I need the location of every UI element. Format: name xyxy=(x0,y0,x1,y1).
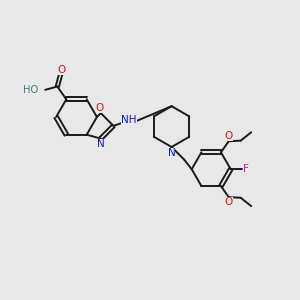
Text: F: F xyxy=(243,164,249,174)
Text: NH: NH xyxy=(121,116,137,125)
Text: HO: HO xyxy=(23,85,39,95)
Text: O: O xyxy=(225,131,233,142)
Text: O: O xyxy=(96,103,104,113)
Text: O: O xyxy=(225,197,233,207)
Text: N: N xyxy=(168,148,176,158)
Text: N: N xyxy=(97,139,105,149)
Text: O: O xyxy=(57,65,65,75)
